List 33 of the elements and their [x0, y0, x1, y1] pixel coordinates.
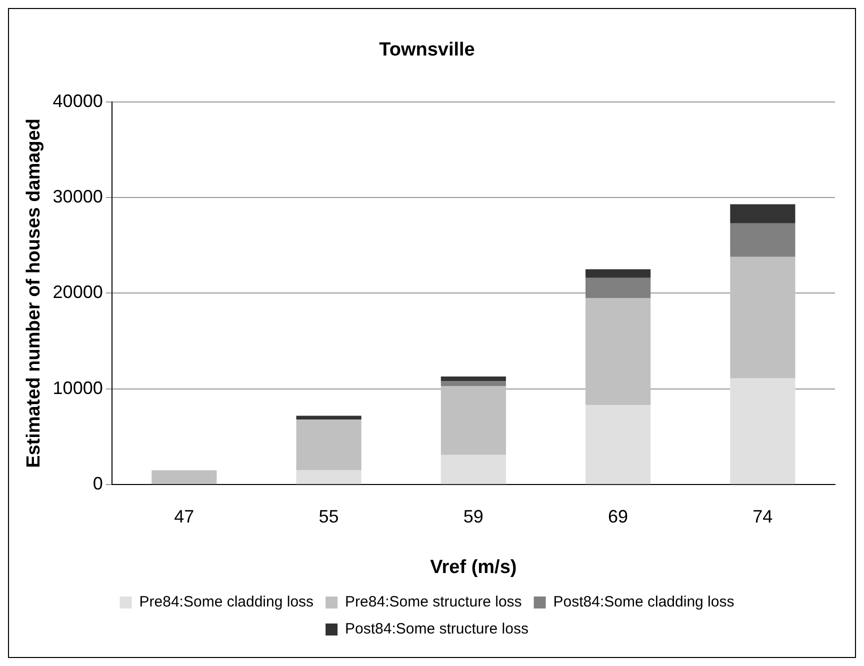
- y-tick-label: 40000: [52, 90, 103, 111]
- bar: [440, 386, 506, 455]
- bar: [152, 470, 217, 484]
- bar: [440, 454, 506, 484]
- bar: [586, 269, 651, 278]
- bar: [586, 405, 651, 484]
- x-tick-label: 47: [174, 506, 194, 526]
- y-tick-label: 30000: [52, 186, 103, 206]
- bar: [440, 376, 506, 382]
- bar: [730, 256, 796, 378]
- bar: [586, 298, 651, 406]
- y-axis-title: Estimated number of houses damaged: [24, 118, 45, 468]
- x-tick-label: 69: [608, 506, 628, 526]
- x-axis-title: Vref (m/s): [430, 556, 517, 578]
- legend-label: Post84:Some structure loss: [345, 620, 528, 638]
- legend-label: Post84:Some cladding loss: [553, 594, 734, 611]
- bar: [296, 470, 362, 484]
- x-tick-label: 55: [318, 506, 339, 526]
- bar: [730, 378, 796, 484]
- x-tick-label: 74: [752, 506, 773, 526]
- x-tick-label: 59: [463, 506, 484, 526]
- y-tick-label: 20000: [52, 282, 103, 302]
- y-tick-label: 10000: [52, 378, 103, 398]
- bar: [296, 416, 362, 420]
- legend-label: Pre84:Some structure loss: [345, 594, 522, 611]
- y-tick-label: 0: [92, 474, 103, 494]
- legend-label: Pre84:Some cladding loss: [139, 594, 314, 611]
- bar: [730, 204, 796, 224]
- chart-title: Townsville: [379, 40, 475, 61]
- bar: [730, 223, 796, 257]
- bar: [440, 381, 506, 386]
- bar: [296, 420, 362, 470]
- bar: [586, 278, 651, 298]
